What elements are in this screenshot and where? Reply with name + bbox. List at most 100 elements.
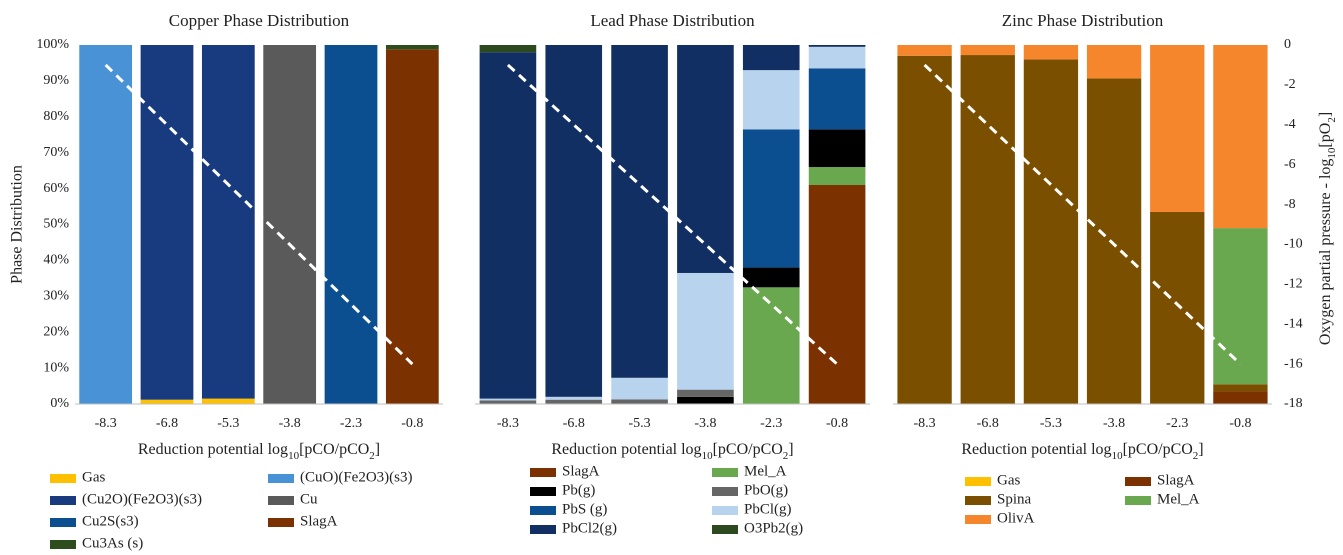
x-tick-label: -2.3	[760, 416, 782, 431]
y-tick-label: 90%	[43, 73, 69, 88]
bar-segment	[479, 52, 537, 399]
legend-swatch	[965, 515, 991, 524]
bar-segment	[742, 267, 800, 288]
y2-tick-label: -14	[1284, 316, 1303, 331]
bar-segment	[808, 45, 866, 47]
bar-segment	[742, 70, 800, 130]
x-tick-label: -8.3	[95, 416, 117, 431]
legend-swatch	[530, 487, 556, 496]
bar-segment	[1150, 211, 1205, 404]
chart-title: Zinc Phase Distribution	[1002, 11, 1164, 30]
chart-title: Copper Phase Distribution	[169, 11, 350, 30]
y-axis-label: Phase Distribution	[9, 165, 26, 284]
y-tick-label: 70%	[43, 145, 69, 160]
dashed-line	[104, 63, 414, 366]
legend-swatch	[1125, 496, 1151, 505]
x-tick-label: -8.3	[913, 416, 935, 431]
bar-segment	[897, 55, 952, 405]
y2-tick-label: -16	[1284, 356, 1303, 371]
bar-segment	[1213, 391, 1268, 404]
legend-swatch	[50, 518, 76, 527]
legend-label: PbO(g)	[744, 482, 788, 498]
bar-segment	[140, 399, 194, 404]
y2-tick-label: -10	[1284, 237, 1303, 252]
legend-swatch	[268, 474, 294, 483]
legend-swatch	[530, 525, 556, 534]
legend-swatch	[268, 496, 294, 505]
bar-segment	[808, 129, 866, 168]
legend-label: SlagA	[300, 513, 338, 529]
bar-segment	[677, 45, 734, 273]
legend-label: PbS (g)	[562, 501, 607, 517]
bar-segment	[479, 398, 537, 401]
bar-segment	[808, 167, 866, 186]
y-tick-label: 30%	[43, 289, 69, 304]
legend-label: Cu3As (s)	[82, 535, 143, 551]
bar-segment	[742, 45, 800, 71]
bar-segment	[897, 45, 952, 56]
legend-label: Cu	[300, 491, 318, 507]
bar-segment	[808, 46, 866, 69]
x-tick-label: -3.8	[279, 416, 301, 431]
x-tick-label: -6.8	[156, 416, 178, 431]
x-tick-label: -5.3	[1040, 416, 1062, 431]
x-tick-label: -5.3	[217, 416, 239, 431]
legend-label: O3Pb2(g)	[744, 520, 803, 536]
y2-tick-label: -8	[1284, 197, 1296, 212]
bar-segment	[1023, 59, 1079, 405]
y-tick-label: 80%	[43, 109, 69, 124]
legend-label: PbCl(g)	[744, 501, 792, 517]
y2-tick-label: 0	[1284, 37, 1291, 52]
legend-swatch	[712, 468, 738, 477]
bar-segment	[263, 45, 317, 404]
legend-swatch	[965, 477, 991, 486]
x-tick-label: -0.8	[1229, 416, 1251, 431]
legend-label: Spina	[997, 491, 1032, 507]
bar-segment	[742, 287, 800, 404]
y-tick-label: 10%	[43, 360, 69, 375]
bar-segment	[140, 45, 194, 400]
legend-label: Mel_A	[744, 463, 787, 479]
x-tick-label: -2.3	[340, 416, 362, 431]
x-tick-label: -3.8	[1103, 416, 1125, 431]
bar-segment	[545, 396, 603, 400]
x-tick-label: -2.3	[1166, 416, 1188, 431]
bar-segment	[611, 399, 668, 404]
dashed-line	[923, 63, 1242, 366]
x-axis-label: Reduction potential log10[pCO/pCO2]	[138, 441, 380, 462]
legend-label: SlagA	[562, 463, 600, 479]
legend-swatch	[965, 496, 991, 505]
legend-swatch	[530, 468, 556, 477]
x-tick-label: -0.8	[826, 416, 848, 431]
bar-segment	[1086, 78, 1142, 405]
legend-swatch	[50, 474, 76, 483]
y-tick-label: 100%	[36, 37, 69, 52]
legend-label: PbCl2(g)	[562, 520, 617, 536]
y-tick-label: 60%	[43, 181, 69, 196]
legend-label: (Cu2O)(Fe2O3)(s3)	[82, 491, 202, 507]
x-axis-label: Reduction potential log10[pCO/pCO2]	[961, 441, 1203, 462]
x-tick-label: -8.3	[497, 416, 519, 431]
x-tick-label: -6.8	[563, 416, 585, 431]
legend-swatch	[50, 540, 76, 549]
y-tick-label: 0%	[50, 396, 69, 411]
bar-segment	[1150, 45, 1205, 212]
legend-label: Pb(g)	[562, 482, 595, 498]
bar-segment	[808, 185, 866, 404]
legend-swatch	[712, 525, 738, 534]
legend-label: Mel_A	[1157, 491, 1200, 507]
bar-segment	[479, 45, 537, 53]
legend-label: (CuO)(Fe2O3)(s3)	[300, 469, 412, 485]
legend-swatch	[268, 518, 294, 527]
legend-label: OlivA	[997, 510, 1035, 526]
bar-segment	[385, 45, 439, 50]
x-tick-label: -0.8	[401, 416, 423, 431]
bar-segment	[545, 399, 603, 404]
bar-segment	[677, 272, 734, 390]
y2-tick-label: -12	[1284, 277, 1303, 292]
bar-segment	[677, 389, 734, 397]
chart-title: Lead Phase Distribution	[590, 11, 755, 30]
y2-tick-label: -2	[1284, 77, 1296, 92]
bar-segment	[1213, 384, 1268, 392]
